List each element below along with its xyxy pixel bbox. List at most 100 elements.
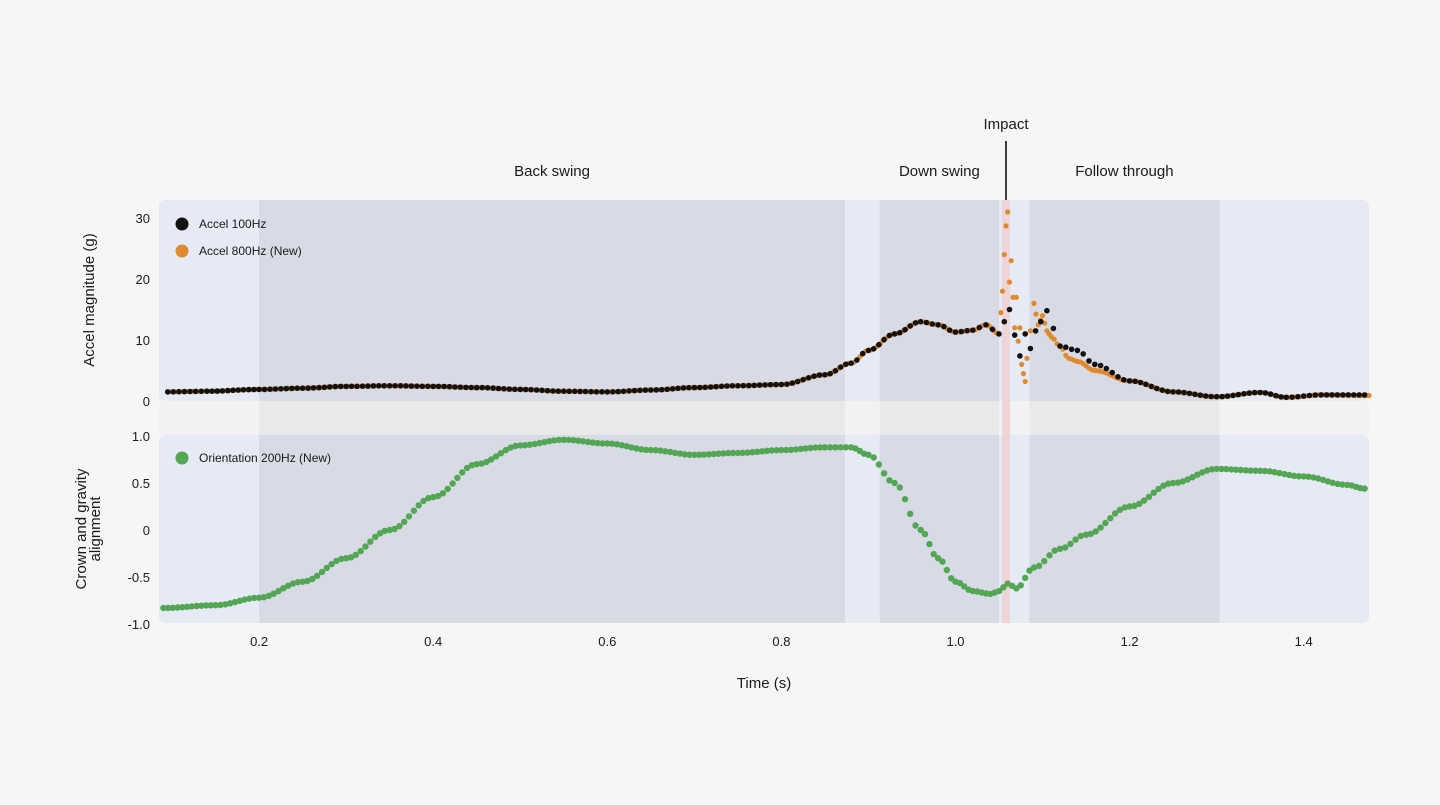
- data-point-accel-800hz: [1366, 392, 1372, 399]
- data-point-accel-100hz: [1267, 391, 1274, 397]
- data-point-accel-100hz: [348, 383, 355, 390]
- data-point-orientation-200hz: [832, 444, 839, 451]
- data-point-orientation-200hz: [299, 578, 306, 585]
- data-point-orientation-200hz: [579, 438, 587, 445]
- data-point-accel-100hz: [713, 383, 719, 390]
- data-point-accel-100hz: [1057, 343, 1063, 349]
- data-point-accel-800hz: [1019, 361, 1025, 367]
- data-point-orientation-200hz: [778, 446, 785, 454]
- data-point-orientation-200hz: [875, 461, 883, 468]
- data-point-orientation-200hz: [802, 445, 809, 452]
- data-point-orientation-200hz: [1126, 503, 1133, 510]
- data-point-orientation-200hz: [1261, 467, 1269, 475]
- data-point-accel-100hz: [1011, 332, 1018, 338]
- data-point-orientation-200hz: [1199, 469, 1206, 476]
- data-point-orientation-200hz: [468, 462, 476, 469]
- data-point-orientation-200hz: [901, 496, 909, 503]
- data-point-orientation-200hz: [226, 600, 234, 607]
- data-point-accel-100hz: [976, 324, 983, 331]
- data-point-accel-100hz: [1197, 392, 1204, 399]
- data-point-orientation-200hz: [313, 572, 321, 579]
- data-point-orientation-200hz: [376, 530, 384, 537]
- data-point-accel-100hz: [550, 388, 556, 394]
- data-point-accel-100hz: [294, 385, 301, 392]
- data-point-accel-100hz: [327, 384, 333, 390]
- data-point-accel-100hz: [370, 383, 377, 389]
- data-point-orientation-200hz: [265, 592, 272, 599]
- data-point-accel-100hz: [381, 383, 388, 389]
- data-point-orientation-200hz: [792, 446, 800, 453]
- data-point-accel-100hz: [631, 387, 638, 394]
- data-point-orientation-200hz: [917, 526, 924, 534]
- data-point-orientation-200hz: [1271, 469, 1278, 476]
- phase-label: Back swing: [514, 163, 590, 180]
- data-point-accel-100hz: [1329, 392, 1335, 398]
- data-point-accel-100hz: [209, 388, 215, 395]
- data-point-accel-100hz: [299, 385, 306, 392]
- data-point-accel-100hz: [902, 326, 908, 333]
- data-point-accel-100hz: [484, 385, 491, 391]
- data-point-orientation-200hz: [1017, 582, 1024, 589]
- data-point-accel-100hz: [794, 378, 801, 385]
- data-point-accel-100hz: [958, 328, 965, 335]
- data-point-orientation-200hz: [662, 448, 669, 455]
- data-point-orientation-200hz: [1082, 531, 1090, 538]
- data-point-accel-100hz: [729, 383, 736, 389]
- data-point-orientation-200hz: [555, 436, 563, 444]
- impact-label: Impact: [983, 116, 1029, 133]
- data-point-orientation-200hz: [236, 597, 243, 604]
- data-point-orientation-200hz: [169, 604, 176, 611]
- data-point-orientation-200hz: [570, 437, 577, 444]
- data-point-accel-100hz: [1312, 392, 1319, 398]
- orientation-y-axis-title: Crown and gravityalignment: [73, 468, 104, 589]
- data-point-accel-100hz: [192, 388, 199, 395]
- data-point-accel-100hz: [912, 320, 919, 326]
- data-point-accel-100hz: [610, 389, 616, 395]
- data-point-accel-100hz: [1356, 392, 1362, 398]
- data-point-accel-100hz: [187, 388, 193, 395]
- data-point-accel-100hz: [935, 322, 941, 328]
- data-point-accel-100hz: [577, 388, 583, 395]
- data-point-accel-100hz: [1192, 391, 1198, 398]
- data-point-accel-100hz: [1203, 393, 1209, 399]
- data-point-orientation-200hz: [787, 446, 795, 453]
- data-point-accel-100hz: [1143, 381, 1149, 388]
- y-tick-label: -0.5: [128, 570, 150, 585]
- data-point-accel-100hz: [669, 386, 676, 392]
- data-point-orientation-200hz: [333, 557, 340, 565]
- data-point-orientation-200hz: [1087, 530, 1095, 537]
- axis-title-line: alignment: [87, 496, 104, 562]
- data-point-orientation-200hz: [560, 436, 567, 443]
- data-point-accel-100hz: [457, 384, 464, 391]
- data-point-orientation-200hz: [671, 449, 679, 457]
- data-point-orientation-200hz: [362, 543, 369, 550]
- x-tick-label: 1.4: [1295, 634, 1313, 649]
- data-point-accel-100hz: [952, 329, 959, 335]
- data-point-orientation-200hz: [599, 440, 606, 447]
- x-tick-label: 1.2: [1121, 634, 1139, 649]
- data-point-accel-100hz: [1208, 393, 1214, 400]
- data-point-accel-100hz: [240, 387, 247, 393]
- data-point-orientation-200hz: [444, 485, 451, 493]
- data-point-orientation-200hz: [1189, 474, 1196, 481]
- data-point-orientation-200hz: [1021, 574, 1029, 582]
- axis-title-line: Crown and gravity: [73, 468, 90, 589]
- data-point-orientation-200hz: [284, 582, 292, 589]
- data-point-orientation-200hz: [1247, 467, 1254, 474]
- legend-label: Accel 100Hz: [199, 217, 266, 231]
- data-point-accel-100hz: [506, 386, 513, 392]
- phase-shade-orientation: [1029, 435, 1220, 623]
- data-point-accel-100hz: [176, 388, 182, 395]
- data-point-orientation-200hz: [638, 446, 645, 453]
- data-point-accel-100hz: [214, 388, 221, 394]
- data-point-accel-100hz: [593, 389, 600, 395]
- data-point-orientation-200hz: [926, 540, 933, 548]
- data-point-accel-100hz: [707, 384, 714, 390]
- data-point-orientation-200hz: [386, 526, 393, 534]
- data-point-orientation-200hz: [837, 444, 844, 451]
- data-point-accel-100hz: [452, 384, 458, 390]
- data-point-orientation-200hz: [758, 448, 766, 455]
- data-point-orientation-200hz: [255, 594, 263, 601]
- data-point-accel-100hz: [811, 373, 817, 380]
- data-point-orientation-200hz: [1213, 465, 1220, 473]
